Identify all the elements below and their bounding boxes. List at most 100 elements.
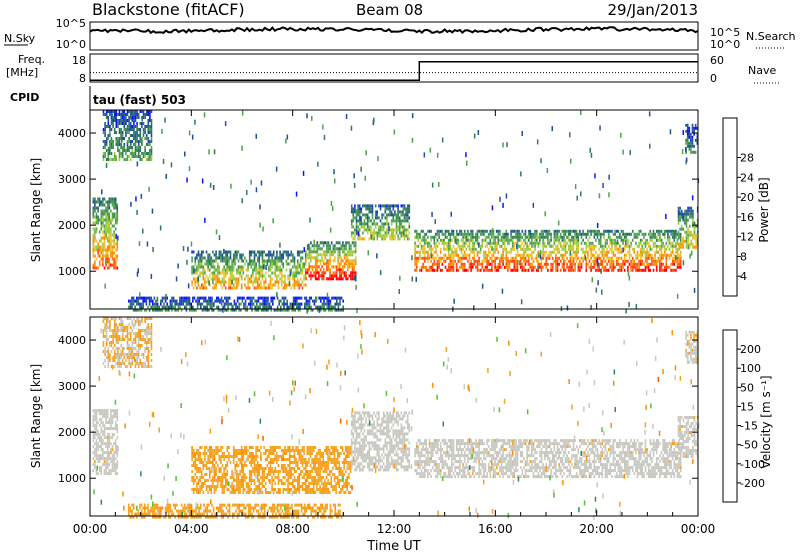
power-scatter-echo [398,289,400,294]
power-echo-cell-1 [117,119,119,122]
power-echo-cell-3 [342,247,344,251]
power-echo-cell-2 [221,277,224,281]
velocity-echo-cell-1 [128,323,130,326]
power-echo-cell-4 [379,228,382,232]
power-echo-cell-5 [675,235,677,239]
power-echo-cell-1 [133,119,135,122]
power-echo-cell-0 [114,212,117,216]
power-echo-cell-1 [145,134,148,137]
power-echo-cell-6 [685,224,688,228]
power-echo-cell-5 [423,259,426,263]
power-echo-cell-5 [649,232,652,236]
power-echo-cell-5 [670,232,672,236]
power-echo-cell-0 [102,224,104,228]
power-echo-cell-1 [149,158,151,161]
power-echo-cell-6 [685,230,688,234]
power-echo-cell-5 [558,238,560,242]
power-echo-cell-2 [287,277,289,281]
velocity-echo-cell-0 [113,460,115,464]
power-echo-cell-5 [423,232,426,236]
power-echo-cells [92,110,700,314]
power-echo-cell-5 [675,232,677,236]
velocity-echo-cell-1 [105,350,108,353]
power-echo-cell-5 [678,244,680,248]
power-echo-cell-3 [326,268,328,272]
power-echo-cell-5 [543,244,546,248]
power-echo-cell-5 [419,235,421,239]
power-scatter-echo [536,139,539,145]
power-echo-cell-5 [471,247,474,251]
velocity-echo-cell-2 [215,488,217,491]
power-echo-cell-5 [459,247,461,251]
power-echo-cell-1 [131,155,134,158]
power-echo-cell-5 [462,244,464,248]
power-echo-cell-3 [329,256,331,260]
power-echo-cell-5 [486,265,488,269]
power-echo-cell-5 [486,244,488,248]
power-echo-cell-3 [329,277,331,281]
velocity-echo-cell-0 [116,415,119,419]
power-echo-cell-5 [510,259,512,263]
power-echo-cell-6 [677,221,680,225]
power-echo-cell-1 [109,140,111,143]
velocity-echo-cell-2 [207,455,209,458]
power-echo-cell-3 [330,241,333,245]
power-echo-cell-5 [590,268,592,272]
power-echo-cell-8 [312,308,314,312]
power-echo-cell-6 [679,206,681,210]
power-echo-cell-8 [132,302,135,306]
velocity-echo-cell-1 [129,356,132,359]
power-echo-cell-5 [614,232,616,236]
power-echo-cell-5 [494,235,496,239]
power-echo-cell-5 [459,265,461,269]
power-echo-cell-5 [415,265,418,269]
velocity-echo-cell-0 [97,460,99,464]
power-echo-cell-8 [203,299,205,303]
power-echo-cell-5 [435,247,437,251]
power-echo-cell-0 [92,266,95,270]
power-echo-cell-1 [147,122,150,125]
power-echo-cell-1 [141,110,143,113]
power-echo-cell-4 [374,231,377,235]
power-echo-cell-5 [459,256,461,260]
power-echo-cell-5 [543,235,546,239]
velocity-echo-cell-1 [129,353,132,356]
power-echo-cell-5 [631,262,634,266]
power-scatter-echo [434,219,436,225]
power-echo-cell-8 [286,308,288,312]
power-echo-cell-2 [253,250,256,254]
power-echo-cell-5 [614,265,616,269]
power-echo-cell-1 [131,149,134,152]
power-echo-cell-0 [92,236,95,240]
velocity-echo-cell-1 [121,329,124,332]
power-echo-cell-5 [609,238,612,242]
power-echo-cell-8 [128,299,130,303]
power-echo-cell-8 [291,302,293,306]
velocity-echo-cell-0 [106,442,109,446]
power-echo-cell-0 [108,206,111,210]
power-echo-cell-5 [484,229,487,233]
power-echo-cell-5 [628,232,631,236]
power-echo-cell-5 [511,259,514,263]
power-echo-cell-4 [382,204,385,208]
power-echo-cell-5 [513,244,516,248]
velocity-echo-cell-1 [129,350,132,353]
velocity-echo-cell-0 [108,442,111,446]
velocity-echo-cell-0 [100,466,103,470]
power-echo-cell-5 [495,244,498,248]
power-scatter-echo [334,178,336,184]
power-scatter-echo [466,160,468,166]
velocity-echo-cell-0 [114,427,117,431]
power-echo-cell-5 [659,244,661,248]
power-echo-cell-5 [619,244,621,248]
power-echo-cell-2 [236,280,238,284]
power-echo-cell-5 [550,244,552,248]
power-echo-cell-6 [688,209,691,213]
power-echo-cell-5 [619,265,621,269]
power-echo-cell-2 [274,268,277,272]
velocity-echo-cell-1 [150,359,153,362]
power-echo-cell-5 [627,238,629,242]
power-echo-cell-4 [370,225,372,229]
power-echo-cell-2 [263,280,265,284]
power-echo-cell-1 [129,134,132,137]
